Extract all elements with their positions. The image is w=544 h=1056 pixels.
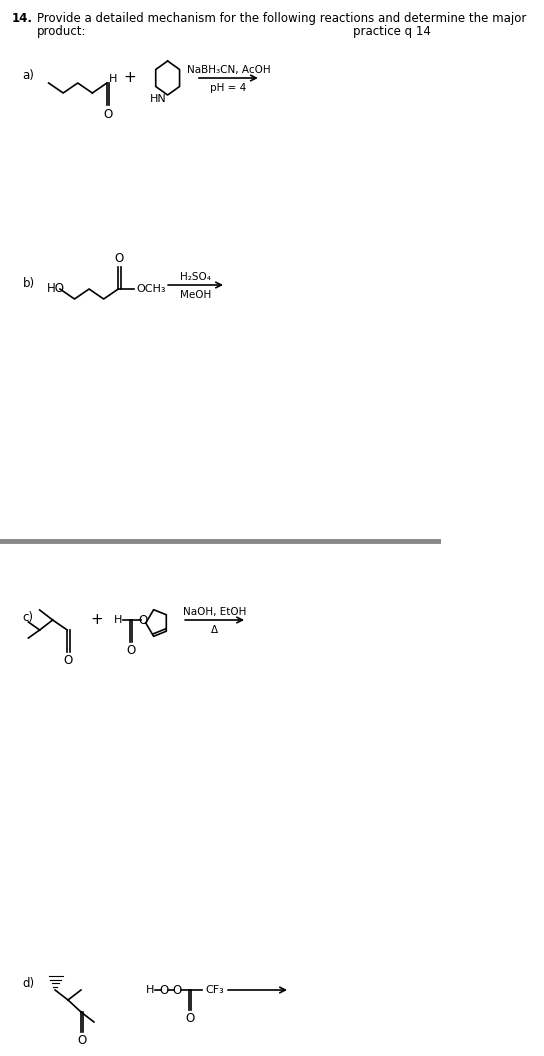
Text: c): c) [23,611,34,624]
Text: O: O [78,1034,87,1046]
Text: H₂SO₄: H₂SO₄ [180,272,211,282]
Text: O: O [172,983,181,997]
Text: +: + [123,71,136,86]
Text: NaOH, EtOH: NaOH, EtOH [183,607,246,617]
Text: product:: product: [37,25,86,38]
Text: MeOH: MeOH [180,290,211,300]
Text: d): d) [23,977,35,989]
Text: H: H [146,985,154,995]
Text: OCH₃: OCH₃ [136,284,165,294]
Text: HN: HN [150,94,166,103]
Text: O: O [103,108,113,120]
Text: a): a) [23,70,35,82]
Text: pH = 4: pH = 4 [211,83,246,93]
Text: +: + [91,612,103,627]
Text: O: O [186,1012,195,1024]
Text: 14.: 14. [11,12,32,25]
Text: HO: HO [47,283,65,296]
Text: O: O [64,654,73,666]
Text: Δ: Δ [211,625,218,635]
Text: O: O [159,983,168,997]
Text: b): b) [23,277,35,289]
Text: O: O [139,614,148,626]
Text: O: O [126,643,135,657]
Text: O: O [115,251,124,264]
Text: H: H [109,74,118,84]
Text: CF₃: CF₃ [205,985,224,995]
Text: practice q 14: practice q 14 [353,25,431,38]
Text: Provide a detailed mechanism for the following reactions and determine the major: Provide a detailed mechanism for the fol… [37,12,527,25]
Text: H: H [114,615,122,625]
Text: NaBH₃CN, AcOH: NaBH₃CN, AcOH [187,65,270,75]
